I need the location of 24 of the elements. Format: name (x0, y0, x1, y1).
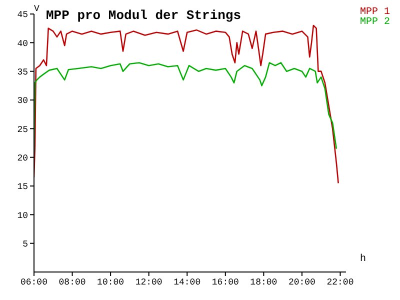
x-tick-label: 10:00 (97, 277, 124, 288)
y-tick-label: 35 (17, 68, 28, 78)
y-axis-title: V (34, 4, 40, 14)
x-tick-label: 22:00 (326, 277, 354, 288)
x-tick-label: 16:00 (212, 277, 239, 288)
y-tick-label: 15 (17, 182, 28, 192)
x-tick-label: 18:00 (250, 277, 278, 288)
y-tick-label: 30 (17, 96, 28, 106)
x-axis-title: h (360, 254, 366, 265)
y-tick-label: 40 (17, 38, 28, 49)
x-tick-label: 08:00 (58, 277, 86, 288)
y-tick-label: 25 (17, 124, 28, 135)
x-tick-label: 06:00 (20, 277, 48, 288)
text: MPP 2 (360, 17, 390, 28)
y-tick-label: 20 (17, 154, 28, 164)
text: MPP 1 (360, 7, 390, 18)
x-tick-label: 12:00 (135, 277, 162, 288)
line-series (34, 24, 339, 184)
y-tick-label: 10 (17, 210, 28, 221)
y-tick-label: 45 (17, 10, 28, 20)
chart-title: MPP pro Modul der Strings (46, 8, 242, 23)
x-tick-label: 14:00 (174, 277, 201, 288)
x-tick-label: 20:00 (288, 277, 316, 288)
y-tick-label: 5 (22, 240, 28, 250)
